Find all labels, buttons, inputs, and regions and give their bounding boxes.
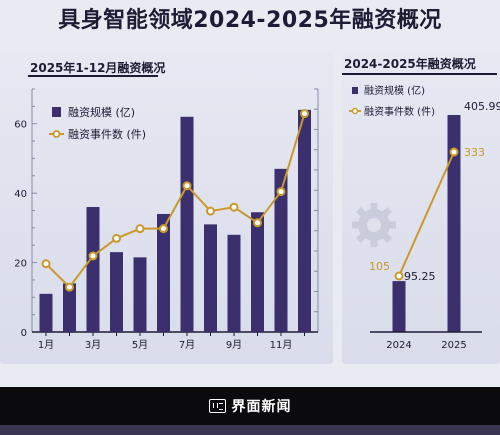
x-tick-label: 9月	[226, 339, 242, 351]
x-tick-label: 11月	[270, 339, 293, 351]
events-point-2025	[449, 147, 459, 157]
events-point-2024	[394, 271, 404, 281]
gear-hole	[367, 218, 381, 232]
legend-line-marker	[351, 107, 359, 115]
bar-2024	[392, 281, 406, 332]
events-point-12月	[300, 109, 309, 119]
bar-12月	[298, 109, 311, 332]
bar-label-2025: 405.99	[464, 100, 500, 113]
bar-2025	[447, 115, 461, 332]
y-tick-label: 60	[14, 120, 27, 131]
y-tick-label: 40	[14, 189, 27, 200]
events-point-6月	[159, 224, 168, 234]
bar-11月	[274, 168, 288, 332]
events-point-9月	[229, 202, 239, 212]
x-tick-label: 2025	[441, 340, 466, 351]
legend-bar-swatch	[52, 107, 61, 117]
footer-brand: 界面新闻	[231, 399, 292, 415]
legend-bar-swatch	[352, 87, 358, 94]
bar-label-2024: 95.25	[404, 270, 436, 283]
y-tick-label: 0	[21, 328, 27, 339]
yearly-chart-title: 2024-2025年融资概况	[344, 57, 476, 71]
gear-icon	[352, 203, 396, 247]
legend-line-label: 融资事件数 (件)	[364, 105, 435, 118]
events-point-11月	[276, 187, 286, 197]
yearly-panel	[342, 52, 500, 364]
gear-tooth	[370, 203, 378, 212]
brand-logo-icon	[208, 399, 226, 413]
x-tick-label: 3月	[85, 339, 101, 351]
page-title: 具身智能领域2024-2025年融资概况	[58, 8, 442, 33]
monthly-title-rule	[28, 75, 158, 77]
y-tick-label: 20	[14, 259, 27, 270]
gear-tooth	[370, 238, 378, 247]
monthly-chart: 0 20 40 60 1月 3月 5月 7月 9月 11月 融资规模 (亿) 融资事件数 (件)	[14, 88, 319, 351]
bar-10月	[251, 212, 264, 332]
yearly-chart: 2024 2025 105 95.25 333 405.99 融资规模 (亿) 融资事件数 (…	[349, 84, 500, 351]
events-point-2月	[65, 282, 74, 292]
bar-7月	[180, 116, 194, 333]
x-tick-label: 2024	[386, 340, 411, 351]
events-point-1月	[41, 259, 51, 269]
legend-line-label: 融资事件数 (件)	[68, 128, 146, 141]
bar-5月	[133, 257, 147, 332]
footer-bar: 界面新闻	[0, 387, 500, 425]
bar-1月	[39, 293, 53, 332]
events-point-10月	[253, 218, 262, 228]
events-label-2025: 333	[464, 146, 485, 159]
bar-2月	[63, 283, 76, 332]
bar-9月	[227, 234, 241, 332]
bar-4月	[110, 252, 123, 332]
legend-line-marker	[52, 130, 61, 138]
bottom-strip	[0, 425, 500, 435]
events-point-5月	[135, 224, 145, 234]
events-label-2024: 105	[369, 260, 390, 273]
events-line	[45, 113, 306, 289]
x-tick-label: 7月	[179, 339, 195, 351]
events-point-3月	[88, 251, 98, 261]
events-point-4月	[112, 233, 121, 243]
yearly-title-rule	[342, 73, 497, 75]
monthly-chart-title: 2025年1-12月融资概况	[30, 61, 166, 75]
bar-3月	[86, 207, 100, 332]
legend-bar-label: 融资规模 (亿)	[364, 84, 425, 97]
x-tick-label: 1月	[38, 339, 54, 351]
x-tick-label: 5月	[132, 339, 148, 351]
events-point-8月	[206, 206, 215, 216]
bar-6月	[157, 213, 170, 332]
events-line	[398, 151, 455, 277]
bar-8月	[204, 224, 217, 332]
legend-bar-label: 融资规模 (亿)	[68, 105, 135, 119]
events-point-7月	[182, 181, 192, 191]
